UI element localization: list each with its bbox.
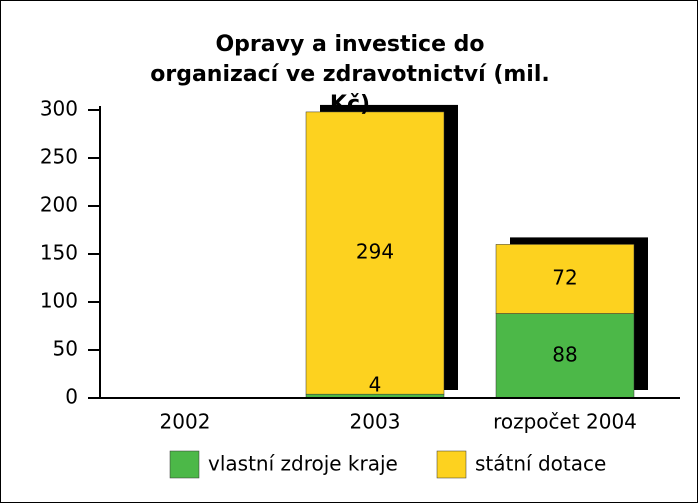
x-tick-label: rozpočet 2004	[493, 410, 637, 434]
data-label: 4	[369, 373, 382, 397]
chart-title: Opravy a investice do organizací ve zdra…	[150, 32, 550, 117]
x-tick-label: 2002	[160, 410, 211, 434]
bar-segment	[495, 244, 635, 314]
legend-swatch	[169, 450, 200, 479]
bar-segment	[495, 313, 635, 399]
x-tick-label: 2003	[350, 410, 401, 434]
bar-segment	[305, 111, 445, 395]
data-label: 72	[552, 265, 577, 289]
data-label: 294	[356, 240, 394, 264]
legend-swatch	[436, 450, 467, 479]
legend-label: státní dotace	[475, 452, 606, 476]
y-tick-label: 200	[40, 193, 78, 217]
data-label: 88	[552, 342, 577, 366]
y-tick-label: 100	[40, 289, 78, 313]
legend-label: vlastní zdroje kraje	[208, 452, 398, 476]
y-tick-label: 250	[40, 145, 78, 169]
y-tick-label: 150	[40, 241, 78, 265]
y-tick-label: 50	[53, 337, 78, 361]
y-tick-label: 0	[65, 385, 78, 409]
y-tick-label: 300	[40, 97, 78, 121]
